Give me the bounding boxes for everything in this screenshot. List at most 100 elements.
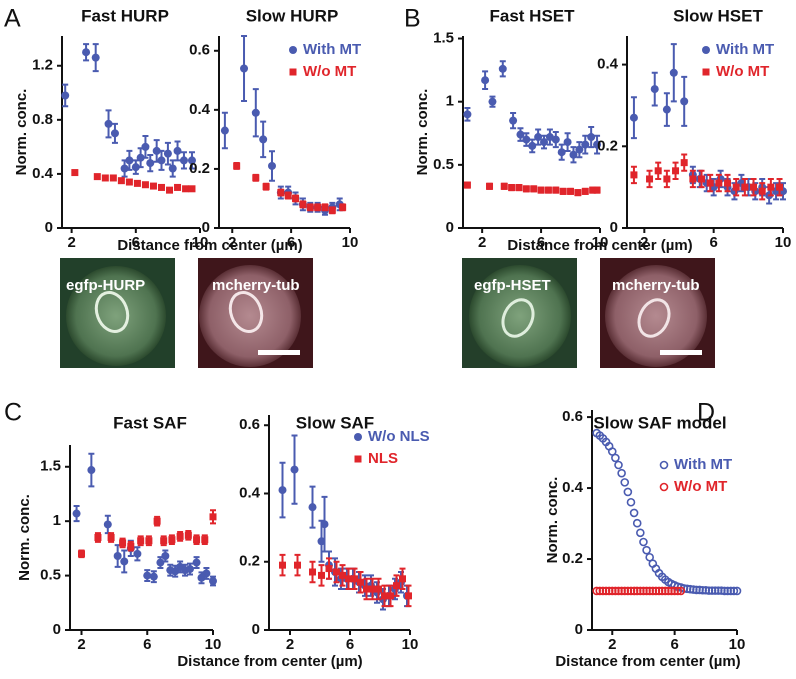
chart-title: Slow HSET: [673, 6, 763, 25]
panel-label: C: [4, 399, 22, 427]
data-point: [174, 183, 182, 191]
data-point: [522, 135, 531, 144]
x-tick-label: 6: [346, 636, 354, 653]
data-point: [117, 177, 125, 185]
data-point: [672, 167, 680, 175]
chart-title: Fast HSET: [489, 6, 575, 25]
panel-label: D: [697, 399, 715, 427]
data-point: [575, 145, 584, 154]
legend-marker: [702, 46, 710, 54]
panel-label: A: [4, 5, 21, 33]
x-tick-label: 10: [729, 636, 746, 653]
data-point: [127, 542, 135, 550]
data-point: [463, 181, 471, 189]
data-point: [306, 203, 314, 211]
y-tick-label: 0.4: [597, 56, 619, 73]
data-point: [308, 503, 317, 512]
data-point: [251, 108, 260, 117]
data-point: [617, 468, 626, 478]
y-tick-label: 1.5: [40, 458, 61, 475]
legend-marker: [354, 455, 362, 463]
x-tick-label: 2: [640, 234, 648, 251]
data-point: [119, 539, 127, 547]
data-point: [125, 178, 133, 186]
data-point: [509, 116, 518, 125]
data-point: [405, 592, 412, 600]
data-point: [137, 537, 145, 545]
y-tick-label: 0.5: [40, 567, 61, 584]
data-point: [639, 537, 648, 547]
data-point: [522, 185, 530, 193]
legend-label: With MT: [303, 41, 361, 58]
data-point: [593, 186, 601, 194]
x-axis-label: Distance from center (µm): [117, 237, 302, 254]
data-point: [626, 497, 636, 507]
legend-marker: [354, 433, 362, 441]
data-point: [163, 149, 172, 158]
data-point: [113, 552, 122, 560]
y-tick-label: 0.2: [562, 550, 583, 567]
data-point: [82, 48, 91, 57]
data-point: [187, 156, 196, 165]
data-point: [94, 534, 102, 541]
y-axis-label: Norm. conc.: [16, 494, 33, 581]
data-point: [587, 133, 596, 142]
data-point: [581, 187, 589, 195]
x-tick-label: 10: [775, 234, 792, 251]
y-tick-label: 0: [53, 621, 61, 638]
y-tick-label: 0.6: [239, 416, 260, 433]
data-point: [143, 571, 152, 580]
data-point: [202, 569, 211, 578]
data-point: [559, 187, 567, 195]
data-point: [279, 561, 286, 569]
y-tick-label: 0.4: [32, 165, 54, 182]
data-point: [192, 558, 201, 567]
legend-marker: [702, 68, 710, 76]
y-tick-label: 0: [45, 219, 53, 236]
chart-title: Slow HURP: [246, 6, 339, 25]
y-tick-label: 0.6: [189, 42, 210, 59]
data-point: [110, 129, 119, 138]
data-point: [61, 91, 70, 100]
data-point: [233, 162, 241, 170]
data-point: [632, 518, 642, 528]
data-point: [673, 586, 683, 596]
data-point: [161, 552, 170, 560]
y-tick-label: 0: [202, 219, 210, 236]
x-tick-label: 10: [205, 636, 222, 653]
legend-marker: [659, 482, 669, 492]
data-point: [629, 113, 638, 122]
x-tick-label: 2: [286, 636, 294, 653]
y-tick-label: 1.5: [433, 29, 454, 46]
data-point: [706, 179, 714, 187]
legend-marker: [289, 68, 297, 76]
x-tick-label: 2: [228, 234, 236, 251]
y-tick-label: 0.2: [189, 160, 210, 177]
data-point: [262, 183, 270, 191]
data-point: [724, 179, 732, 187]
y-axis-label: Norm. conc.: [414, 89, 431, 176]
legend-label: With MT: [674, 456, 732, 473]
data-point: [387, 592, 394, 600]
data-point: [188, 185, 196, 193]
data-point: [680, 159, 688, 167]
data-point: [623, 487, 633, 497]
data-point: [508, 184, 516, 192]
data-point: [611, 453, 620, 463]
x-tick-label: 6: [287, 234, 295, 251]
data-point: [166, 186, 174, 194]
x-tick-label: 6: [670, 636, 678, 653]
data-point: [750, 183, 758, 191]
data-point: [650, 85, 659, 94]
data-point: [498, 64, 507, 73]
legend-marker: [659, 460, 669, 470]
data-point: [173, 146, 182, 155]
data-point: [328, 206, 336, 214]
y-tick-label: 0.4: [562, 479, 584, 496]
data-point: [146, 159, 155, 168]
data-point: [654, 167, 662, 175]
data-point: [133, 179, 141, 187]
data-point: [120, 164, 129, 173]
data-point: [544, 186, 552, 194]
legend-label: W/o NLS: [368, 428, 430, 445]
